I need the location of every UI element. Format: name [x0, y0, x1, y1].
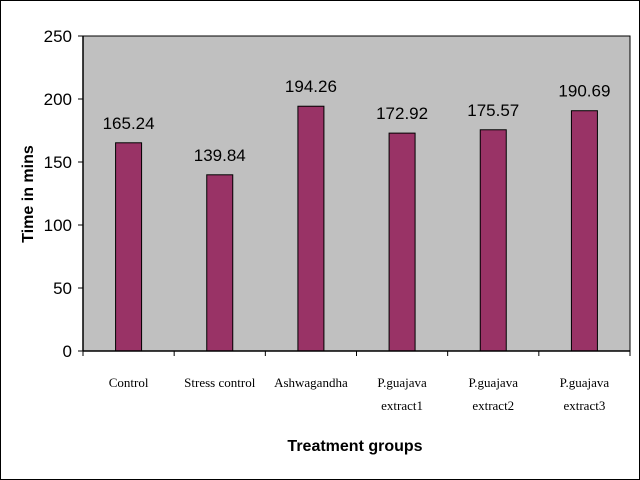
data-label: 139.84 [194, 146, 246, 165]
y-axis-ticks: 0 50 100 150 200 250 [44, 27, 83, 361]
y-tick-label: 50 [53, 279, 72, 298]
y-tick-label: 150 [44, 153, 72, 172]
data-label: 165.24 [103, 114, 155, 133]
plot-area [82, 35, 631, 352]
x-category-label: extract1 [381, 398, 423, 413]
x-category-label: extract3 [563, 398, 605, 413]
data-label: 194.26 [285, 77, 337, 96]
data-label: 190.69 [558, 82, 610, 101]
y-tick-label: 250 [44, 27, 72, 46]
x-category-label: P.guajava [560, 375, 610, 390]
y-tick-label: 0 [63, 342, 72, 361]
bar [479, 129, 507, 352]
x-category-label: Ashwagandha [274, 375, 348, 390]
y-axis-title: Time in mins [20, 145, 37, 243]
x-axis-title: Treatment groups [287, 438, 422, 455]
x-category-label: Control [109, 375, 149, 390]
y-tick-label: 100 [44, 216, 72, 235]
category-labels: Control Stress control Ashwagandha P.guajav… [109, 375, 610, 413]
data-label: 175.57 [467, 101, 519, 120]
x-axis-ticks [82, 351, 631, 356]
bar [115, 142, 143, 352]
data-label: 172.92 [376, 104, 428, 123]
x-category-label: extract2 [472, 398, 514, 413]
bar [206, 174, 234, 352]
x-category-label: P.guajava [469, 375, 519, 390]
bar [570, 110, 598, 352]
bar [297, 105, 325, 352]
x-category-label: Stress control [184, 375, 256, 390]
bar [388, 132, 416, 352]
y-tick-label: 200 [44, 90, 72, 109]
x-category-label: P.guajava [377, 375, 427, 390]
data-labels: 165.24 139.84 194.26 172.92 175.57 190.69 [103, 77, 611, 165]
